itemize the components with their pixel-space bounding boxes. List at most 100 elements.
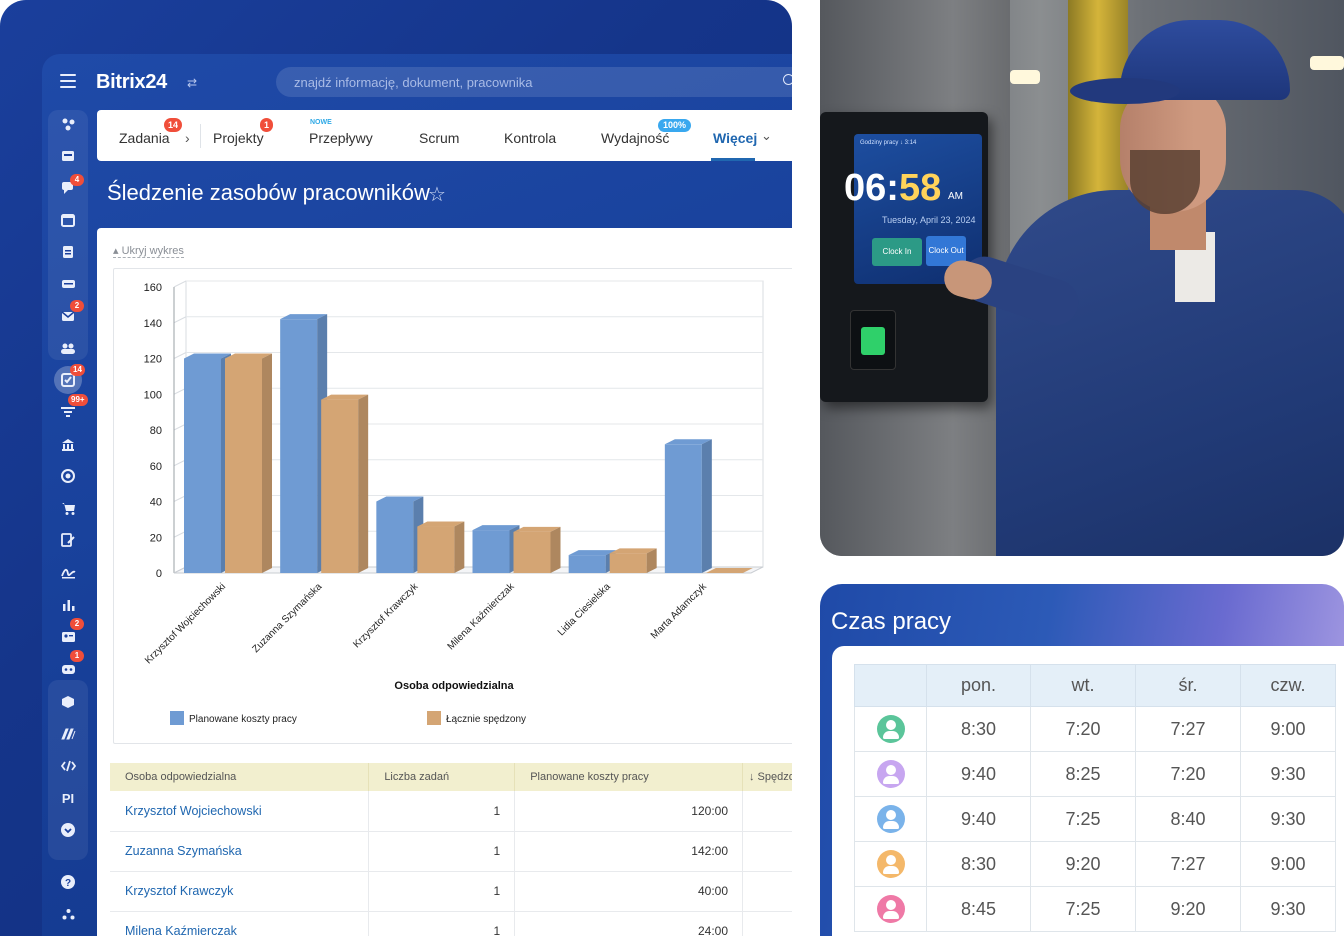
collab-icon[interactable] xyxy=(56,144,80,168)
header-person[interactable]: Osoba odpowiedzialna xyxy=(110,763,370,791)
hide-chart-link[interactable]: ▴ Ukryj wykres xyxy=(113,244,184,258)
star-icon[interactable]: ☆ xyxy=(428,184,446,206)
legend-swatch xyxy=(170,711,184,725)
chat-icon[interactable] xyxy=(56,176,80,200)
header-planned[interactable]: Planowane koszty pracy xyxy=(514,763,743,791)
switch-icon[interactable]: ⇄ xyxy=(187,76,198,90)
box-icon[interactable] xyxy=(56,690,80,714)
chevron-right-icon[interactable]: › xyxy=(185,130,190,146)
employees-icon[interactable] xyxy=(56,336,80,360)
code-icon[interactable] xyxy=(56,754,80,778)
target-icon[interactable] xyxy=(56,464,80,488)
hours-value: 9:30 xyxy=(1240,751,1336,797)
tab-wydajnosc[interactable]: Wydajność xyxy=(601,130,670,146)
sign-icon[interactable] xyxy=(56,528,80,552)
tab-scrum[interactable]: Scrum xyxy=(419,130,460,146)
bar-top xyxy=(513,526,561,532)
work-hours-panel: pon. wt. śr. czw. 8:30 7:20 7:27 9:00 9:40 8:… xyxy=(832,646,1344,936)
row-person-link[interactable]: Krzysztof Wojciechowski xyxy=(110,791,370,832)
robot-badge: 1 xyxy=(70,650,84,662)
tab-new-flag: NOWE xyxy=(310,119,332,126)
bar-top xyxy=(609,548,657,554)
drive-icon[interactable] xyxy=(56,272,80,296)
y-tick-label: 100 xyxy=(144,389,162,401)
row-spent xyxy=(742,911,792,936)
robot-icon[interactable] xyxy=(56,656,80,680)
chevron-down-icon[interactable] xyxy=(56,818,80,842)
tab-kontrola[interactable]: Kontrola xyxy=(504,130,557,146)
header-task-count[interactable]: Liczba zadań xyxy=(368,763,516,791)
bar-side xyxy=(550,526,561,573)
bar xyxy=(472,530,510,573)
pi-item[interactable]: PI xyxy=(61,790,75,806)
bar-top xyxy=(376,496,424,502)
header-spent[interactable]: ↓ Spędzo xyxy=(742,763,792,791)
chevron-down-icon[interactable]: ⌄ xyxy=(761,128,772,143)
search-icon[interactable] xyxy=(783,74,792,85)
filter-icon[interactable] xyxy=(56,400,80,424)
row-person-link[interactable]: Milena Kaźmierczak xyxy=(110,911,370,936)
calendar-icon[interactable] xyxy=(56,208,80,232)
docs-icon[interactable] xyxy=(56,240,80,264)
bar-side xyxy=(358,394,369,573)
tab-projekty[interactable]: Projekty xyxy=(213,130,264,146)
hours-value: 8:30 xyxy=(926,706,1031,752)
bar-top xyxy=(472,525,520,531)
x-tick-label: Zuzanna Szymańska xyxy=(250,581,324,655)
row-task-count: 1 xyxy=(368,911,516,936)
table-row: Zuzanna Szymańska 1 142:00 xyxy=(110,831,792,872)
market-icon[interactable] xyxy=(56,722,80,746)
hours-header-day: wt. xyxy=(1030,664,1136,707)
bar-top xyxy=(225,353,272,359)
tab-zadania[interactable]: Zadania xyxy=(119,130,170,146)
table-row: Krzysztof Krawczyk 1 40:00 xyxy=(110,871,792,912)
mail-icon[interactable] xyxy=(56,304,80,328)
bank-icon[interactable] xyxy=(56,432,80,456)
x-axis-label: Osoba odpowiedzialna xyxy=(394,680,514,692)
hours-value: 9:00 xyxy=(1240,706,1336,752)
clock-in-button[interactable]: Clock In xyxy=(872,238,922,266)
hours-value: 8:25 xyxy=(1030,751,1136,797)
row-person-link[interactable]: Krzysztof Krawczyk xyxy=(110,871,370,912)
gear-icon[interactable] xyxy=(56,930,80,936)
analytics-icon[interactable] xyxy=(56,592,80,616)
signature-icon[interactable] xyxy=(56,560,80,584)
hours-value: 9:00 xyxy=(1240,841,1336,887)
tab-zadania-badge: 14 xyxy=(164,118,183,132)
tab-divider xyxy=(200,124,201,148)
bar xyxy=(225,358,262,573)
active-tab-underline xyxy=(711,158,755,161)
tasks-icon[interactable] xyxy=(54,366,82,394)
grid-diagonal xyxy=(173,280,187,288)
row-planned: 24:00 xyxy=(514,911,743,936)
row-planned: 40:00 xyxy=(514,871,743,912)
legend-label: Łącznie spędzony xyxy=(446,714,526,725)
bar-side xyxy=(701,439,712,573)
tab-projekty-badge: 1 xyxy=(260,118,274,132)
menu-icon[interactable] xyxy=(60,74,76,88)
feed-icon[interactable] xyxy=(56,112,80,136)
user-avatar-icon xyxy=(876,760,905,788)
bar xyxy=(376,501,414,573)
user-avatar-icon xyxy=(876,850,905,878)
hours-header-row: pon. wt. śr. czw. xyxy=(854,664,1336,707)
bar-side xyxy=(646,548,657,573)
sidebar-rail: 4 2 14 xyxy=(42,110,94,936)
y-tick-label: 140 xyxy=(144,318,162,330)
row-person-link[interactable]: Zuzanna Szymańska xyxy=(110,831,370,872)
worker-cap-visor xyxy=(1070,78,1180,104)
structure-icon[interactable] xyxy=(56,902,80,926)
hours-row: 8:30 7:20 7:27 9:00 xyxy=(854,706,1336,752)
cart-icon[interactable] xyxy=(56,496,80,520)
search-input[interactable]: znajdź informację, dokument, pracownika xyxy=(276,67,792,97)
contact-center-icon[interactable] xyxy=(56,624,80,648)
bar-top xyxy=(280,314,328,320)
tab-wydajnosc-badge: 100% xyxy=(658,119,692,132)
table-header-row: Osoba odpowiedzialna Liczba zadań Planow… xyxy=(110,763,792,791)
tab-przeplywy[interactable]: Przepływy xyxy=(309,130,373,146)
tab-wiecej[interactable]: Więcej xyxy=(713,130,758,146)
hours-value: 9:20 xyxy=(1135,886,1241,932)
hours-body: 8:30 7:20 7:27 9:00 9:40 8:25 7:20 9:30 9:40 7:25… xyxy=(854,706,1336,932)
app-logo[interactable]: Bitrix24 xyxy=(96,71,167,93)
help-icon[interactable]: ? xyxy=(56,870,80,894)
